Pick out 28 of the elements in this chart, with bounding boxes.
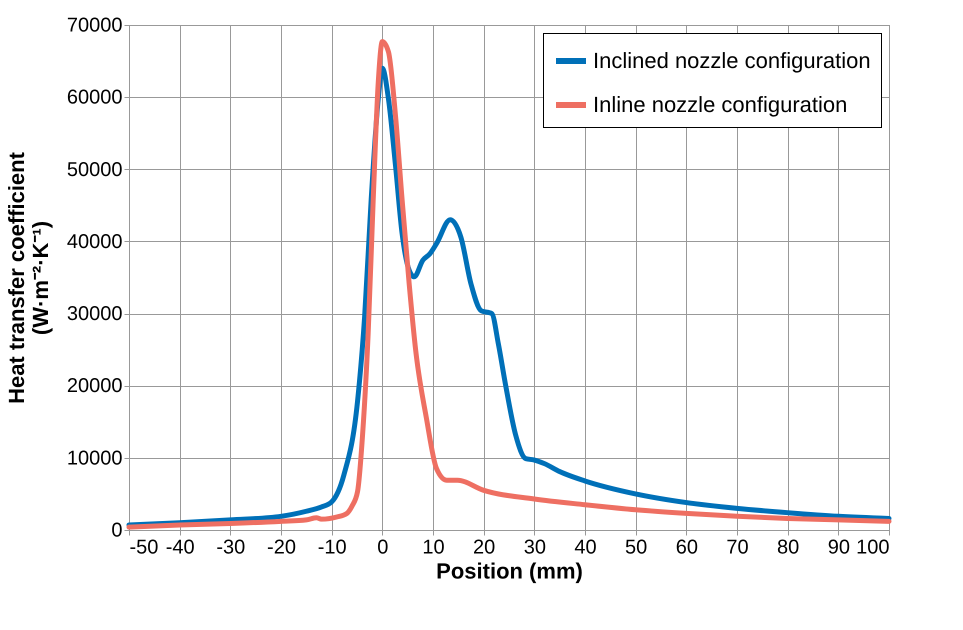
y-tick-label: 20000 [66, 375, 122, 398]
x-tick-label: 0 [377, 536, 388, 558]
x-tick-label: 20 [473, 536, 496, 558]
x-axis-title: Position (mm) [436, 558, 583, 584]
x-tick-label: 80 [777, 536, 800, 558]
x-tick-label: -50 [130, 536, 158, 558]
x-tick-label: -30 [216, 536, 246, 558]
x-tick-label: -20 [267, 536, 296, 558]
x-tick-label: 30 [524, 536, 546, 558]
x-tick-label: 70 [726, 536, 749, 558]
x-tick-label: 50 [625, 536, 648, 558]
y-tick-label: 10000 [66, 447, 122, 470]
legend-label: Inclined nozzle configuration [593, 48, 871, 73]
x-tick-label: -40 [166, 536, 195, 558]
y-tick-label: 50000 [66, 158, 122, 181]
y-tick-label: 70000 [66, 14, 122, 36]
x-tick-label: 60 [676, 536, 698, 558]
x-tick-label: 100 [856, 536, 890, 558]
y-tick-label: 0 [111, 520, 122, 542]
x-tick-label: 40 [574, 536, 597, 558]
y-tick-label: 60000 [66, 86, 122, 109]
x-tick-label: 90 [828, 536, 850, 558]
y-tick-label: 30000 [66, 303, 122, 326]
y-tick-label: 40000 [66, 230, 122, 253]
x-tick-label: 10 [422, 536, 445, 558]
x-tick-label: -10 [318, 536, 347, 558]
legend-label: Inline nozzle configuration [593, 92, 848, 117]
y-axis-title: Heat transfer coefficient (W·m⁻²·K⁻¹) [4, 151, 53, 404]
